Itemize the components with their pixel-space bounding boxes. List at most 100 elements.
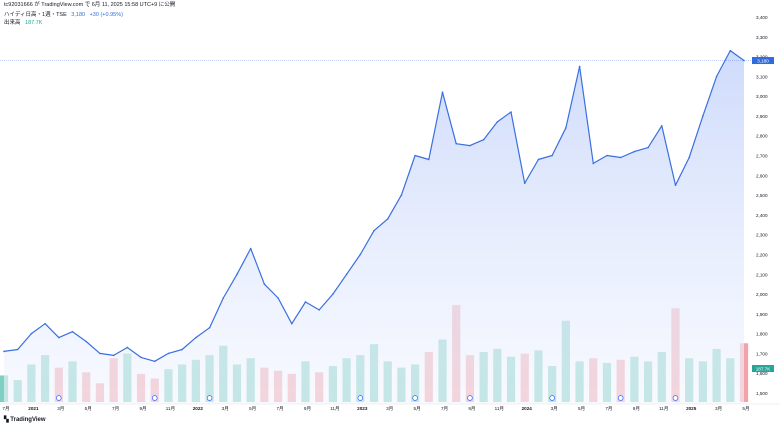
x-tick-label: 9月 — [304, 406, 311, 412]
y-tick-label: 2,800 — [756, 134, 768, 139]
y-tick-label: 1,500 — [756, 391, 768, 396]
tv-logo-text: TradingView — [10, 417, 46, 423]
x-tick-label: 7月 — [112, 406, 119, 412]
price-value: 3,180 — [71, 12, 86, 18]
price-point — [496, 121, 499, 123]
price-point — [359, 253, 362, 256]
y-tick-label: 2,300 — [756, 233, 768, 238]
price-point — [112, 354, 115, 357]
y-tick-label: 1,800 — [756, 332, 768, 337]
volume-value: 187.7K — [25, 20, 43, 26]
x-tick-label: 7月 — [276, 406, 283, 412]
x-tick-label: 5月 — [249, 406, 256, 412]
change-value: +30 (+0.95%) — [89, 12, 123, 18]
event-marker — [357, 395, 364, 401]
price-point — [729, 49, 732, 52]
volume-tag: 187.7K — [756, 366, 771, 371]
x-tick-label: 5月 — [85, 406, 92, 412]
price-point — [3, 350, 5, 353]
price-point — [85, 340, 88, 343]
x-tick-label: 9月 — [468, 406, 475, 412]
price-point — [565, 127, 567, 129]
price-point — [537, 158, 540, 161]
price-point — [277, 297, 279, 299]
price-point — [469, 144, 471, 147]
y-tick-label: 3,400 — [756, 15, 768, 20]
y-tick-label: 2,400 — [756, 213, 768, 218]
price-point — [153, 360, 156, 363]
price-point — [660, 125, 663, 127]
price-point — [455, 142, 458, 145]
price-point — [702, 115, 704, 117]
y-tick-label: 2,200 — [756, 252, 768, 257]
price-point — [44, 322, 46, 325]
x-tick-label: 11月 — [495, 406, 504, 412]
y-tick-label: 1,900 — [756, 312, 768, 317]
tradingview-logo: ▚ TradingView — [4, 416, 46, 423]
snapshot-caption: tc92031666 が TradingView.com で 6月 11, 20… — [4, 2, 176, 8]
price-point — [30, 332, 33, 335]
y-tick-label: 1,600 — [756, 371, 768, 376]
price-point — [482, 138, 485, 141]
price-point — [414, 154, 416, 157]
price-point — [222, 297, 225, 299]
x-tick-label: 11月 — [166, 406, 175, 412]
price-point — [318, 309, 320, 311]
price-point — [647, 146, 649, 149]
volume-legend-row: 出来高 187.7K — [4, 20, 42, 27]
x-tick-label: 7月 — [2, 406, 9, 412]
price-point — [290, 322, 293, 325]
volume-label: 出来高 — [4, 20, 21, 26]
price-tag-box — [752, 57, 774, 65]
y-tick-label: 2,600 — [756, 173, 768, 178]
x-tick-label: 5月 — [578, 406, 585, 412]
price-point — [606, 154, 608, 157]
price-point — [345, 273, 348, 276]
event-marker — [467, 395, 473, 401]
price-axis: 1,500 1,600 1,700 1,800 1,900 2,000 2,100 2,200… — [756, 15, 768, 396]
price-point — [633, 150, 636, 153]
price-area — [0, 49, 752, 404]
price-point — [715, 75, 718, 78]
y-tick-label: 2,000 — [756, 292, 768, 297]
price-point — [99, 352, 101, 355]
tv-mark-icon: ▚ — [4, 417, 9, 423]
price-tag: 3,180 — [757, 58, 769, 63]
price-point — [304, 301, 307, 303]
event-marker — [206, 395, 213, 401]
price-area-fill — [4, 50, 744, 404]
event-marker — [617, 395, 624, 401]
price-point — [195, 336, 197, 339]
price-point — [140, 356, 142, 359]
symbol-label[interactable]: ハイディ日高・1週・TSE — [4, 12, 67, 18]
x-tick-label: 2025 — [686, 406, 697, 411]
x-tick-label: 9月 — [633, 406, 640, 412]
x-tick-label: 2021 — [28, 406, 39, 411]
y-tick-label: 3,100 — [756, 74, 768, 79]
y-tick-label: 3,300 — [756, 35, 768, 40]
price-point — [16, 348, 19, 351]
price-point — [167, 352, 170, 355]
x-tick-label: 3月 — [386, 406, 393, 412]
price-point — [523, 182, 526, 185]
price-point — [578, 65, 581, 68]
price-point — [428, 158, 430, 161]
price-point — [71, 330, 74, 333]
event-marker — [549, 395, 555, 401]
x-tick-label: 3月 — [57, 406, 64, 412]
price-point — [592, 162, 595, 165]
x-tick-label: 11月 — [659, 406, 668, 412]
event-marker — [672, 395, 679, 401]
price-point — [386, 218, 389, 220]
price-point — [332, 293, 334, 295]
y-tick-label: 2,700 — [756, 154, 768, 159]
price-point — [373, 229, 375, 232]
price-point — [126, 346, 129, 349]
price-point — [181, 348, 183, 351]
price-point — [619, 156, 622, 159]
event-markers — [56, 395, 679, 401]
price-point — [58, 336, 60, 339]
y-tick-label: 2,100 — [756, 272, 768, 277]
